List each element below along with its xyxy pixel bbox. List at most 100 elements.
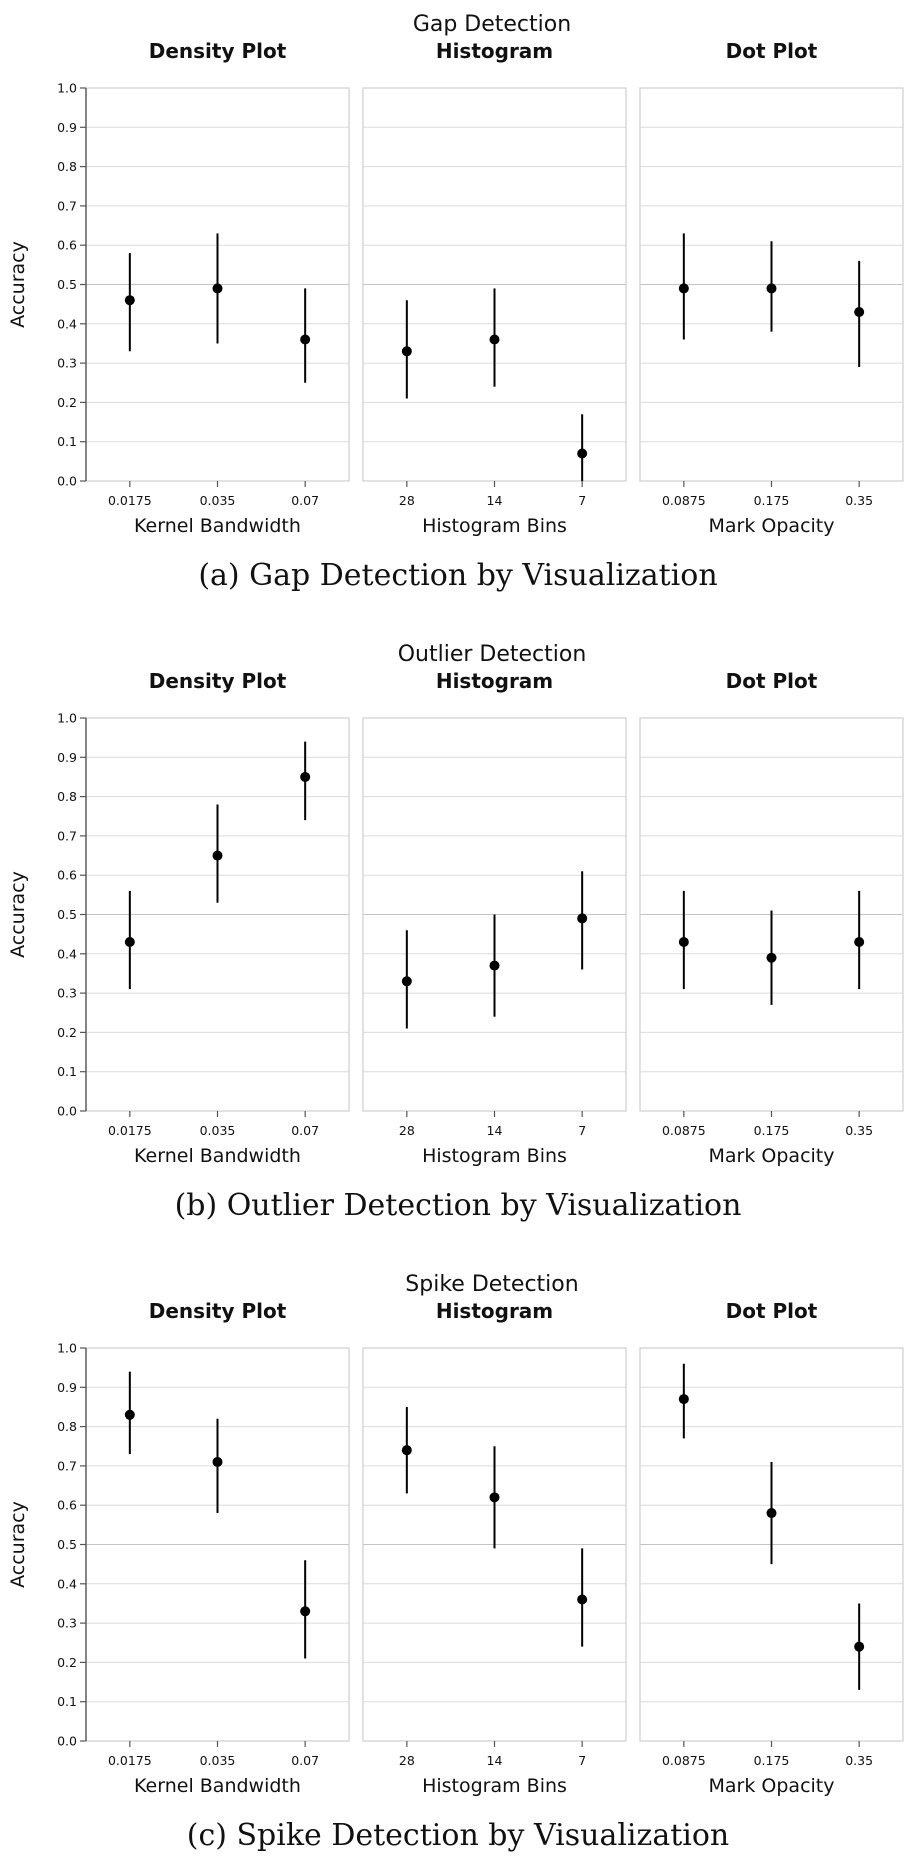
chart-title: Outlier Detection (398, 642, 587, 667)
y-tick-label: 0.3 (57, 356, 77, 371)
y-tick-label: 1.0 (57, 711, 77, 726)
x-tick-label: 0.035 (200, 1753, 236, 1768)
x-tick-label: 14 (487, 1123, 503, 1138)
y-tick-label: 0.9 (57, 750, 77, 765)
y-tick-label: 0.2 (57, 1655, 77, 1670)
x-tick-label: 0.175 (754, 493, 790, 508)
chart-3: Spike Detection Density Plot 0.0 0.1 0.2 0.3 0… (7, 1272, 904, 1853)
x-tick-label: 0.035 (200, 1123, 236, 1138)
x-tick-label: 0.07 (291, 493, 319, 508)
x-tick-label: 0.175 (754, 1123, 790, 1138)
panel-title: Histogram (436, 669, 553, 693)
y-tick-label: 0.5 (57, 907, 77, 922)
panel-title: Dot Plot (726, 39, 818, 63)
chart-title: Spike Detection (405, 1272, 578, 1297)
x-tick-label: 0.0175 (108, 1123, 152, 1138)
data-point (212, 1456, 223, 1467)
y-tick-label: 0.5 (57, 1537, 77, 1552)
data-point (489, 960, 500, 971)
y-tick-label: 0.5 (57, 277, 77, 292)
panel-2: Histogram 28 14 7 Histogram Bins (362, 669, 627, 1167)
y-axis-label: Accuracy (7, 871, 29, 958)
data-point (766, 1508, 777, 1519)
y-tick-label: 0.0 (57, 1734, 77, 1749)
data-point (766, 952, 777, 963)
y-tick-label: 0.9 (57, 120, 77, 135)
data-point (300, 334, 311, 345)
y-tick-label: 0.3 (57, 986, 77, 1001)
x-tick-label: 0.175 (754, 1753, 790, 1768)
chart-caption: (a) Gap Detection by Visualization (198, 558, 717, 593)
data-point (577, 1594, 588, 1605)
panel-title: Density Plot (149, 669, 287, 693)
data-point (489, 334, 500, 345)
panel-1: Density Plot 0.0 0.1 0.2 0.3 0.4 0.5 0.6 0.7 0.8 0… (7, 39, 350, 537)
panel-title: Density Plot (149, 39, 287, 63)
y-tick-label: 0.2 (57, 1025, 77, 1040)
data-point (212, 850, 223, 861)
y-tick-label: 0.1 (57, 434, 77, 449)
x-tick-label: 0.07 (291, 1123, 319, 1138)
data-point (124, 1409, 135, 1420)
y-tick-label: 1.0 (57, 81, 77, 96)
x-tick-label: 14 (487, 493, 503, 508)
data-point (854, 307, 865, 318)
y-tick-label: 0.7 (57, 828, 77, 843)
y-tick-label: 0.3 (57, 1616, 77, 1631)
chart-caption: (c) Spike Detection by Visualization (187, 1818, 730, 1853)
data-point (678, 283, 689, 294)
data-point (124, 295, 135, 306)
y-axis-label: Accuracy (7, 1501, 29, 1588)
chart-title: Gap Detection (413, 12, 571, 37)
data-point (854, 1641, 865, 1652)
x-tick-label: 28 (399, 493, 415, 508)
panel-3: Dot Plot 0.0875 0.175 0.35 Mark Opacity (639, 39, 904, 537)
x-tick-label: 14 (487, 1753, 503, 1768)
y-tick-label: 0.2 (57, 395, 77, 410)
panel-3: Dot Plot 0.0875 0.175 0.35 Mark Opacity (639, 669, 904, 1167)
x-tick-label: 0.035 (200, 493, 236, 508)
data-point (401, 346, 412, 357)
panel-title: Density Plot (149, 1299, 287, 1323)
panel-3: Dot Plot 0.0875 0.175 0.35 Mark Opacity (639, 1299, 904, 1797)
x-axis-label: Histogram Bins (422, 515, 567, 537)
x-axis-label: Mark Opacity (709, 1145, 835, 1167)
y-tick-label: 1.0 (57, 1341, 77, 1356)
panel-1: Density Plot 0.0 0.1 0.2 0.3 0.4 0.5 0.6 0.7 0.8 0… (7, 669, 350, 1167)
data-point (577, 448, 588, 459)
y-tick-label: 0.1 (57, 1694, 77, 1709)
y-tick-label: 0.6 (57, 868, 77, 883)
y-tick-label: 0.9 (57, 1380, 77, 1395)
panel-2: Histogram 28 14 7 Histogram Bins (362, 39, 627, 537)
x-axis-label: Histogram Bins (422, 1145, 567, 1167)
x-axis-label: Kernel Bandwidth (134, 515, 301, 537)
y-axis-label: Accuracy (7, 241, 29, 328)
x-tick-label: 7 (578, 1753, 586, 1768)
x-tick-label: 28 (399, 1753, 415, 1768)
x-tick-label: 7 (578, 493, 586, 508)
x-axis-label: Mark Opacity (709, 515, 835, 537)
x-tick-label: 0.35 (845, 1123, 873, 1138)
y-tick-label: 0.7 (57, 1458, 77, 1473)
panel-1: Density Plot 0.0 0.1 0.2 0.3 0.4 0.5 0.6 0.7 0.8 0… (7, 1299, 350, 1797)
x-axis-label: Kernel Bandwidth (134, 1145, 301, 1167)
data-point (577, 913, 588, 924)
x-tick-label: 0.35 (845, 493, 873, 508)
data-point (124, 937, 135, 948)
y-tick-label: 0.6 (57, 238, 77, 253)
data-point (678, 937, 689, 948)
x-tick-label: 0.0875 (662, 493, 706, 508)
x-tick-label: 0.07 (291, 1753, 319, 1768)
panel-title: Dot Plot (726, 1299, 818, 1323)
x-axis-label: Histogram Bins (422, 1775, 567, 1797)
y-tick-label: 0.8 (57, 159, 77, 174)
y-tick-label: 0.4 (57, 946, 77, 961)
y-tick-label: 0.0 (57, 474, 77, 489)
data-point (854, 937, 865, 948)
data-point (766, 283, 777, 294)
x-tick-label: 28 (399, 1123, 415, 1138)
y-tick-label: 0.1 (57, 1064, 77, 1079)
panel-2: Histogram 28 14 7 Histogram Bins (362, 1299, 627, 1797)
data-point (401, 1445, 412, 1456)
